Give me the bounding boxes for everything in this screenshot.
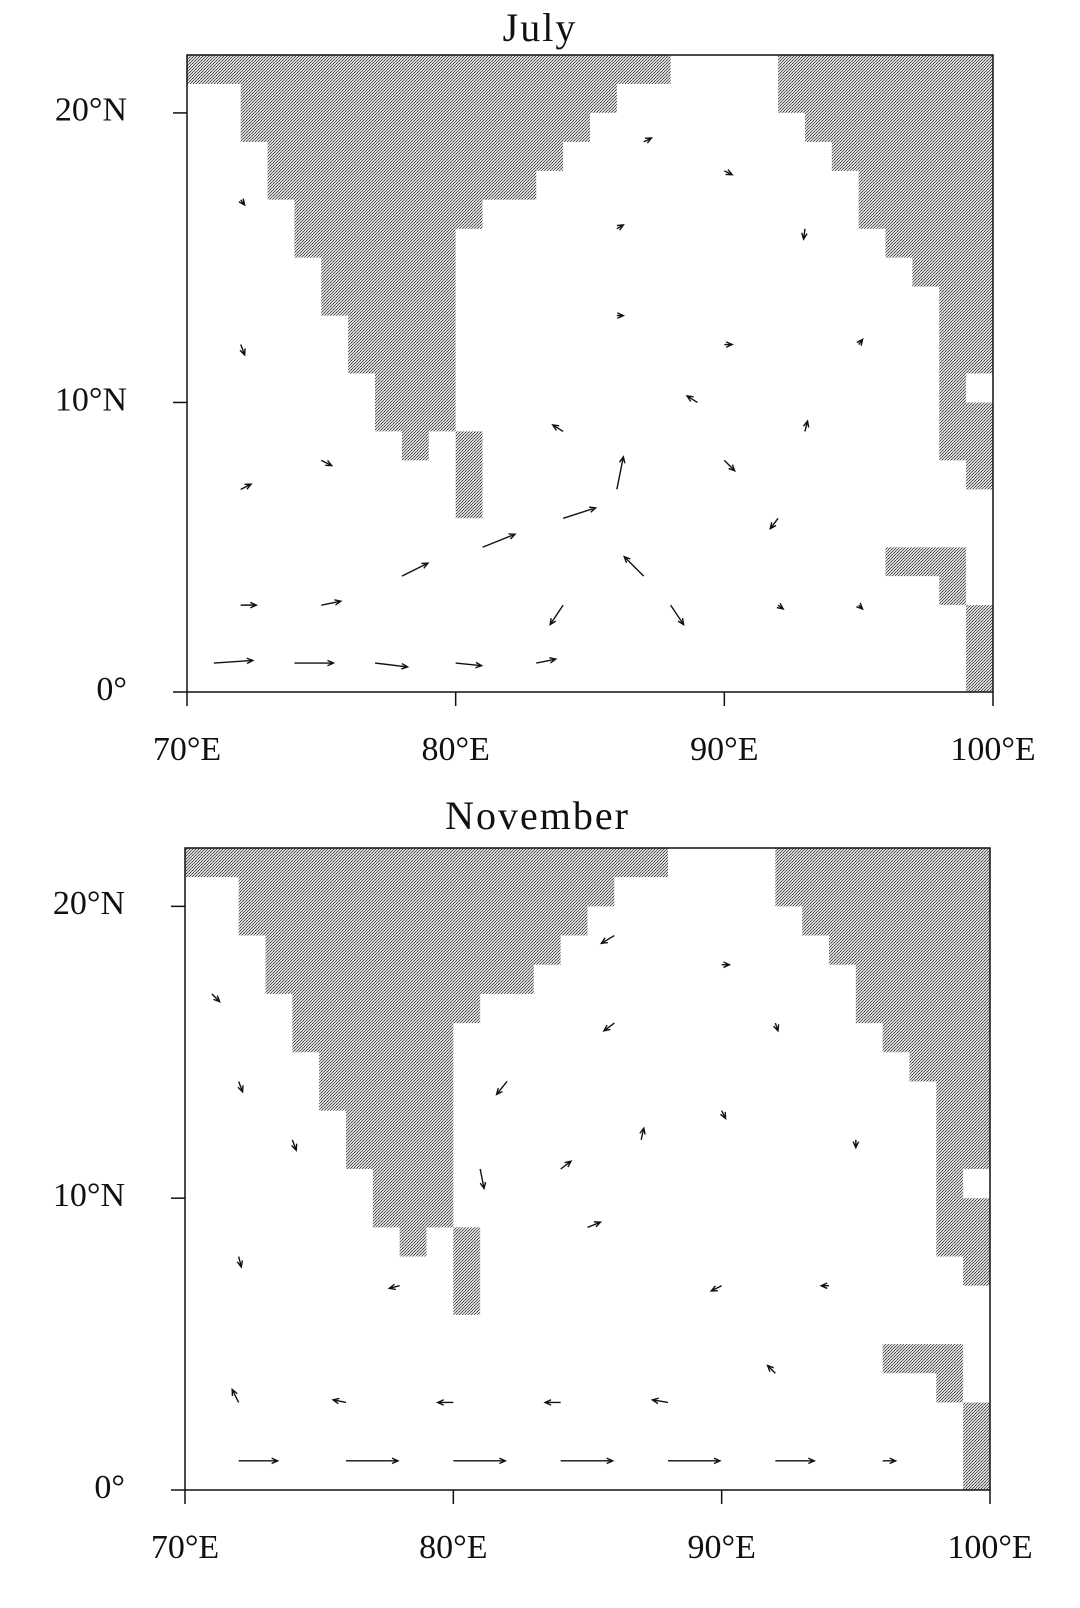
vector-arrow — [536, 658, 556, 663]
panel-title: July — [503, 5, 578, 50]
land-mask — [185, 848, 668, 1257]
vector-arrow — [687, 396, 697, 403]
vector-arrow — [453, 1458, 505, 1463]
vector-arrow — [770, 518, 778, 528]
vector-arrow — [617, 457, 625, 490]
vector-arrow — [617, 313, 624, 318]
y-tick-label: 10°N — [55, 381, 127, 418]
vector-arrow — [321, 600, 341, 605]
x-tick-label: 90°E — [690, 731, 758, 768]
vector-arrow — [711, 1286, 721, 1291]
land-mask — [775, 848, 990, 1286]
vector-arrow — [883, 1458, 896, 1463]
vector-arrow — [856, 603, 862, 609]
panel: July 70°E 80°E 90°E 100°E 0° 10°N 20°N — [55, 5, 1036, 768]
vector-arrow — [239, 199, 245, 205]
vector-arrow — [775, 1458, 814, 1463]
y-tick-label: 10°N — [53, 1177, 125, 1214]
vector-arrow — [604, 1023, 614, 1031]
x-tick-label: 70°E — [153, 731, 221, 768]
vector-arrow — [333, 1398, 346, 1403]
vector-arrow — [561, 1458, 613, 1463]
vector-arrow — [671, 605, 684, 625]
y-tick-label: 20°N — [55, 92, 127, 129]
vector-arrow — [321, 460, 331, 465]
vector-arrow — [402, 563, 428, 576]
vector-arrow — [212, 994, 220, 1002]
vector-arrow — [550, 605, 563, 625]
vector-arrow — [724, 460, 734, 470]
vector-arrow — [239, 1458, 278, 1463]
vector-arrow — [588, 1222, 601, 1227]
vector-arrow — [497, 1081, 507, 1094]
vector-arrow — [561, 1161, 571, 1169]
vector-arrow — [821, 1283, 829, 1288]
vector-arrow — [640, 1128, 645, 1140]
vector-arrow — [624, 557, 644, 577]
vector-arrow — [644, 138, 652, 143]
vector-arrow — [232, 1389, 239, 1402]
land-mask — [966, 605, 993, 692]
vector-arrow — [241, 602, 257, 607]
vector-arrow — [238, 1081, 243, 1091]
vector-arrow — [724, 342, 732, 347]
panel: November 70°E 80°E 90°E 100°E 0° 10°N 20°N — [53, 793, 1033, 1566]
vector-arrow — [240, 345, 245, 355]
x-tick-label: 80°E — [421, 731, 489, 768]
figure: July 70°E 80°E 90°E 100°E 0° 10°N 20°N November 7… — [0, 0, 1080, 1608]
vector-arrow — [777, 603, 783, 609]
y-tick-label: 0° — [96, 671, 127, 708]
vector-arrow — [802, 229, 807, 239]
panel-title: November — [445, 793, 630, 838]
vector-arrow — [773, 1023, 778, 1031]
vector-arrow — [294, 660, 333, 665]
vector-arrow — [768, 1365, 776, 1373]
vector-arrow — [545, 1400, 561, 1405]
vector-arrow — [241, 484, 251, 489]
vector-arrow — [652, 1398, 668, 1403]
vector-arrow — [617, 225, 624, 230]
vector-arrow — [720, 1111, 725, 1119]
vector-arrow — [853, 1140, 858, 1148]
vector-arrow — [563, 507, 596, 518]
vector-arrow — [601, 936, 614, 944]
x-tick-label: 90°E — [687, 1529, 755, 1566]
vector-arrow — [803, 421, 808, 431]
vector-arrow — [346, 1458, 398, 1463]
vector-arrow — [480, 1169, 485, 1189]
land-mask — [886, 547, 967, 605]
vector-arrow — [553, 425, 563, 432]
land-mask — [963, 1402, 990, 1490]
vector-arrow — [857, 339, 863, 345]
vector-arrow — [292, 1140, 297, 1150]
vector-arrow — [389, 1284, 399, 1289]
x-tick-label: 100°E — [950, 731, 1035, 768]
land-mask — [456, 431, 483, 518]
vector-arrow — [237, 1257, 242, 1267]
y-tick-label: 0° — [94, 1469, 125, 1506]
vector-arrow — [214, 658, 253, 663]
vector-arrow — [722, 962, 730, 967]
vector-arrow — [483, 534, 516, 547]
x-tick-label: 100°E — [947, 1529, 1032, 1566]
land-mask — [778, 55, 993, 489]
y-tick-label: 20°N — [53, 885, 125, 922]
x-tick-label: 70°E — [151, 1529, 219, 1566]
vector-arrow — [724, 170, 732, 175]
land-mask — [187, 55, 671, 460]
land-mask — [883, 1344, 964, 1402]
land-mask — [453, 1227, 480, 1315]
vector-arrow — [456, 662, 482, 667]
vector-arrow — [668, 1458, 720, 1463]
vector-arrow — [438, 1400, 454, 1405]
x-tick-label: 80°E — [419, 1529, 487, 1566]
vector-arrow — [375, 663, 408, 669]
